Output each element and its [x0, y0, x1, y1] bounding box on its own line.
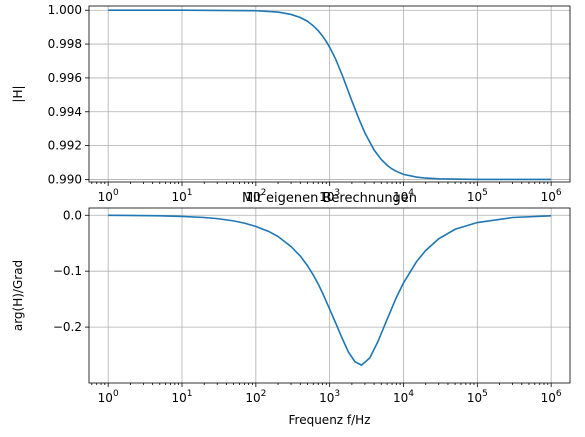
chart-0-ytick-label-1: 0.992 — [48, 139, 82, 153]
chart-1-ylabel: arg(H)/Grad — [11, 260, 25, 331]
chart-1-title: Mit eigenen Berechnungen — [242, 191, 417, 206]
chart-0-ytick-label-4: 0.998 — [48, 37, 82, 51]
chart-0-series-line-0 — [108, 9, 552, 181]
chart-0-xtick-label-4: 104 — [393, 188, 414, 204]
chart-0-ytick-label-2: 0.994 — [48, 105, 82, 119]
magnitude-panel: 100 101 102 103 104 105 106 0.990 0.992 0.994 0.99… — [11, 3, 571, 204]
chart-1-xtick-label-0: 100 — [98, 389, 119, 405]
chart-1-xtick-label-1: 101 — [171, 389, 192, 405]
chart-1-ytick-label-2: 0.0 — [63, 208, 82, 222]
chart-0-xtick-label-2: 102 — [245, 188, 266, 204]
chart-0-xtick-label-5: 105 — [467, 188, 488, 204]
chart-1-xlabel: Frequenz f/Hz — [289, 413, 371, 427]
chart-1-series-line-0 — [108, 214, 552, 367]
chart-0-xtick-label-6: 106 — [541, 188, 562, 204]
chart-1-ytick-label-0: −0.2 — [53, 320, 82, 334]
phase-panel: 100 101 102 103 104 105 106 −0.2 −0.1 0.0 arg(H)/G… — [11, 191, 571, 427]
chart-0-ytick-label-0: 0.990 — [48, 172, 82, 186]
chart-0-xtick-label-1: 101 — [171, 188, 192, 204]
chart-1-xtick-label-2: 102 — [245, 389, 266, 405]
chart-1-xtick-label-3: 103 — [319, 389, 340, 405]
chart-1-xtick-label-4: 104 — [393, 389, 414, 405]
chart-0-axes-frame — [88, 5, 571, 183]
chart-0-ytick-label-5: 1.000 — [48, 3, 82, 17]
chart-1-xtick-label-5: 105 — [467, 389, 488, 405]
chart-1-xtick-label-6: 106 — [541, 389, 562, 405]
chart-1-axes-frame — [88, 207, 571, 384]
chart-0-xtick-label-0: 100 — [98, 188, 119, 204]
chart-0-ytick-label-3: 0.996 — [48, 71, 82, 85]
chart-1-ytick-label-1: −0.1 — [53, 264, 82, 278]
chart-0-ylabel: |H| — [11, 85, 25, 102]
chart-0-xtick-label-3: 103 — [319, 188, 340, 204]
